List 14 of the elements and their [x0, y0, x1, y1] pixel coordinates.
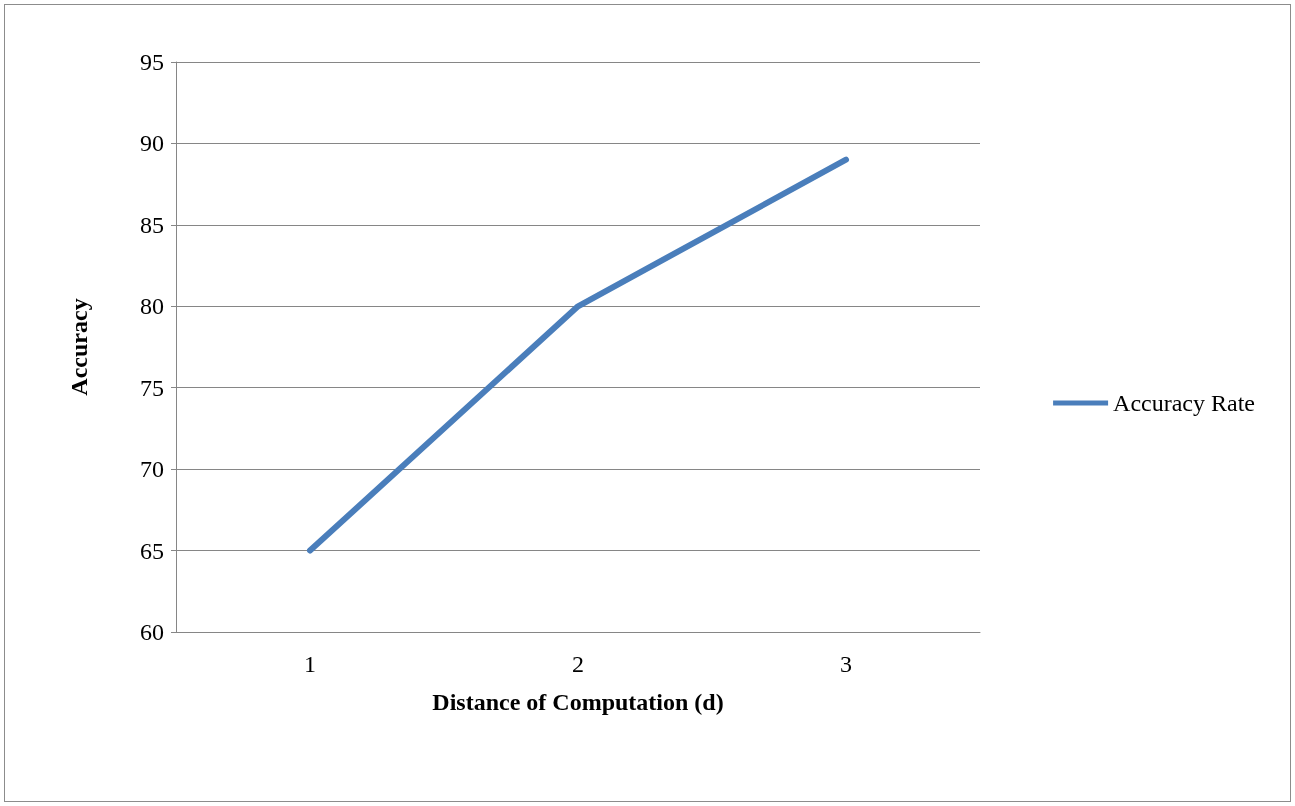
legend-label: Accuracy Rate [1113, 390, 1256, 416]
y-axis-title: Accuracy [66, 298, 92, 396]
y-tick-label: 70 [140, 456, 164, 483]
y-tick-label: 75 [140, 374, 164, 401]
y-tick-label: 65 [140, 537, 164, 564]
y-tick-label: 95 [140, 49, 164, 75]
x-tick-label: 2 [572, 651, 584, 677]
y-tick-label: 85 [140, 211, 164, 238]
y-tick-label: 90 [140, 130, 164, 157]
x-tick-label: 1 [304, 651, 316, 677]
y-tick-label: 80 [140, 293, 164, 320]
x-axis-title: Distance of Computation (d) [432, 689, 724, 715]
y-tick-label: 60 [140, 619, 164, 645]
x-tick-label: 3 [840, 651, 852, 677]
